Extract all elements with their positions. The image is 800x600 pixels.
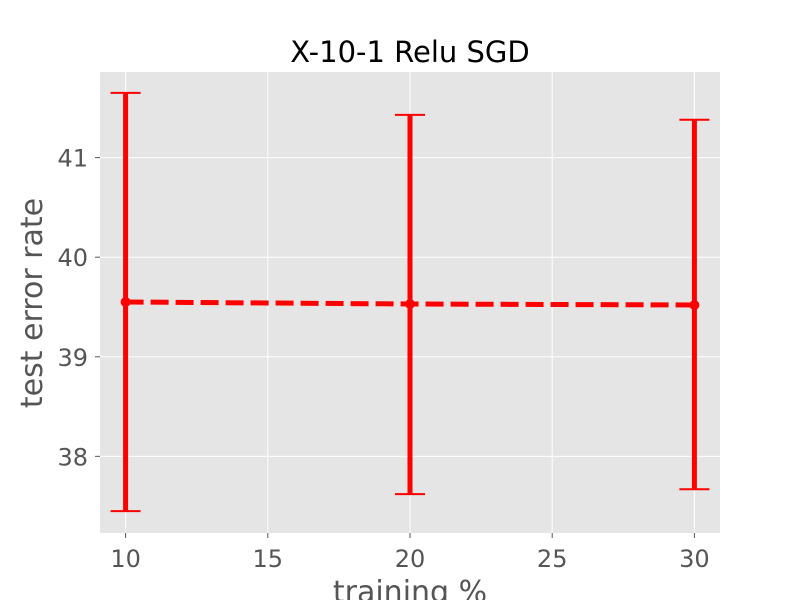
x-axis-title: training %	[333, 575, 487, 600]
y-tick-label: 40	[57, 244, 88, 272]
x-tick-label: 20	[395, 545, 426, 573]
y-axis-title: test error rate	[15, 198, 50, 408]
data-point	[120, 297, 131, 308]
chart-title: X-10-1 Relu SGD	[290, 35, 529, 69]
y-tick-label: 41	[57, 145, 88, 173]
x-tick-label: 30	[679, 545, 710, 573]
x-tick-label: 15	[253, 545, 284, 573]
y-tick-label: 38	[57, 443, 88, 471]
data-layer	[110, 91, 710, 513]
y-tick-label: 39	[57, 344, 88, 372]
x-tick-label: 10	[110, 545, 141, 573]
data-point	[405, 298, 415, 309]
x-tick-label: 25	[537, 545, 568, 573]
ticks: 10 15 20 25 30 38 39 40 41	[57, 145, 709, 573]
data-point	[689, 299, 700, 310]
